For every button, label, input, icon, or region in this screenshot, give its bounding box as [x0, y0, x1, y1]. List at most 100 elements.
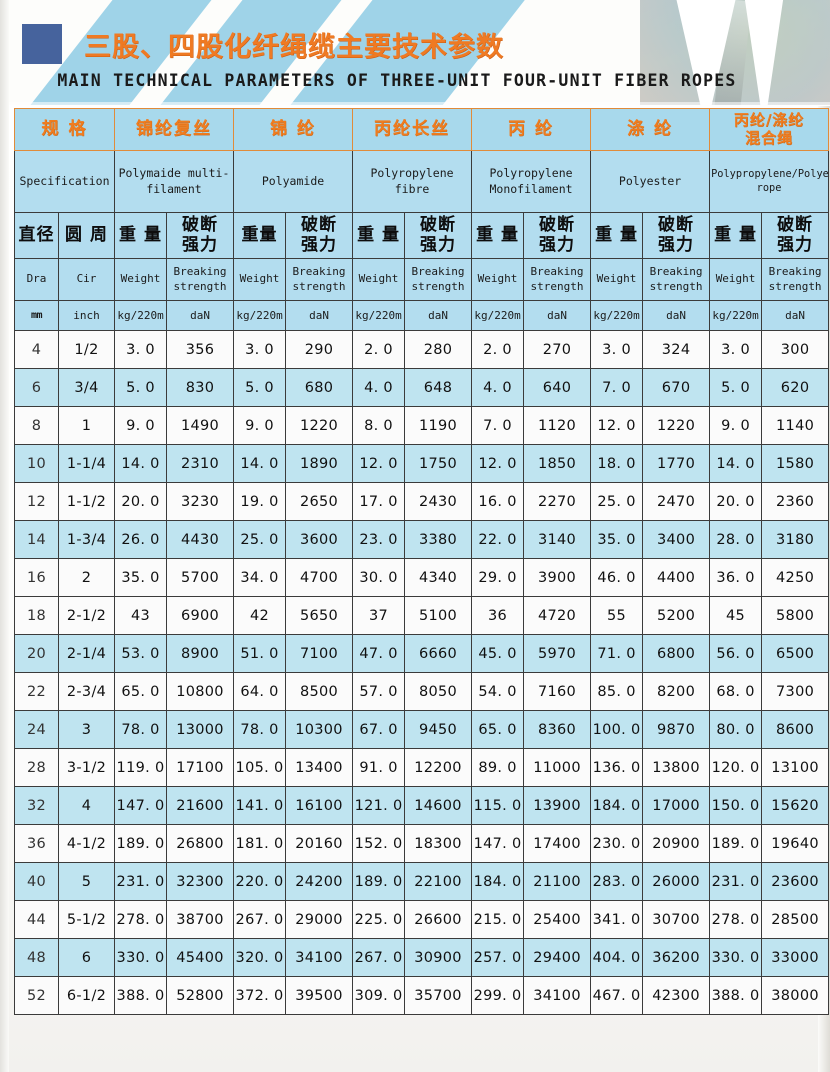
cell-r17-c9: 34100: [523, 976, 592, 1015]
cell-r12-c8: 115. 0: [471, 786, 525, 825]
subheader-en-9: Breaking strength: [523, 258, 592, 301]
category-header-0: 规 格: [13, 108, 116, 151]
cell-r7-c2: 43: [114, 596, 168, 635]
table-row: 18 2-1/2 43 6900 42 5650 37 5100 36 4720 55 5200 45 5…: [14, 596, 830, 635]
cell-r3-c1: 1-1/4: [57, 444, 116, 483]
unit-11: daN: [642, 300, 711, 331]
title-row: 三股、四股化纤绳缆主要技术参数: [0, 24, 830, 64]
cell-r1-c8: 4. 0: [471, 368, 525, 407]
cell-r15-c4: 267. 0: [233, 900, 287, 939]
cell-r3-c3: 2310: [166, 444, 235, 483]
cell-r8-c13: 6500: [761, 634, 830, 673]
cell-r3-c8: 12. 0: [471, 444, 525, 483]
cell-r8-c7: 6660: [404, 634, 473, 673]
cell-r12-c13: 15620: [761, 786, 830, 825]
cell-r1-c6: 4. 0: [352, 368, 406, 407]
cell-r3-c10: 18. 0: [590, 444, 644, 483]
cell-r5-c1: 1-3/4: [57, 520, 116, 559]
material-header-4: Polyropylene Monofilament: [471, 150, 592, 213]
cell-r2-c11: 1220: [642, 406, 711, 445]
cell-r9-c0: 22: [14, 672, 59, 711]
cell-r10-c4: 78. 0: [233, 710, 287, 749]
subheader-en-2: Weight: [114, 258, 168, 301]
cell-r5-c8: 22. 0: [471, 520, 525, 559]
cell-r15-c0: 44: [14, 900, 59, 939]
cell-r10-c8: 65. 0: [471, 710, 525, 749]
subheader-cn-5: 破断 强力: [285, 212, 354, 259]
cell-r5-c7: 3380: [404, 520, 473, 559]
table-units-row: mm inch kg/220m daN kg/220m daN kg/220m daN kg/2…: [14, 300, 830, 331]
table-subheader-cn: 直径圆 周重 量破断 强力 重量 破断 强力重 量破断 强力重 量破断 强力重 量破断 强力重…: [14, 212, 830, 259]
cell-r13-c4: 181. 0: [233, 824, 287, 863]
cell-r11-c0: 28: [14, 748, 59, 787]
unit-13: daN: [761, 300, 830, 331]
cell-r3-c12: 14. 0: [709, 444, 763, 483]
material-header-6: Polypropylene/Polyester/Mixed rope: [709, 150, 830, 213]
cell-r16-c0: 48: [14, 938, 59, 977]
cell-r1-c5: 680: [285, 368, 354, 407]
table-body: 规 格锦纶复丝锦 纶丙纶长丝丙 纶涤 纶丙纶/涤纶 混合绳 Specificatio…: [13, 108, 830, 1015]
cell-r12-c7: 14600: [404, 786, 473, 825]
cell-r8-c0: 20: [14, 634, 59, 673]
cell-r7-c13: 5800: [761, 596, 830, 635]
subheader-cn-10: 重 量: [590, 212, 644, 259]
page-header: 三股、四股化纤绳缆主要技术参数 MAIN TECHNICAL PARAMETER…: [0, 0, 830, 90]
cell-r14-c1: 5: [57, 862, 116, 901]
table-row: 48 6 330. 0 45400 320. 0 34100 267. 0 30900 257.…: [14, 938, 830, 977]
cell-r2-c1: 1: [57, 406, 116, 445]
cell-r8-c11: 6800: [642, 634, 711, 673]
subheader-en-8: Weight: [471, 258, 525, 301]
cell-r16-c3: 45400: [166, 938, 235, 977]
table-header-materials: Specification Polymaide multi-filament Pol…: [13, 150, 830, 213]
cell-r13-c1: 4-1/2: [57, 824, 116, 863]
cell-r14-c12: 231. 0: [709, 862, 763, 901]
material-header-1: Polymaide multi-filament: [114, 150, 235, 213]
cell-r10-c3: 13000: [166, 710, 235, 749]
subheader-en-5: Breaking strength: [285, 258, 354, 301]
cell-r3-c4: 14. 0: [233, 444, 287, 483]
cell-r9-c6: 57. 0: [352, 672, 406, 711]
cell-r0-c9: 270: [523, 330, 592, 369]
subheader-en-7: Breaking strength: [404, 258, 473, 301]
unit-10: kg/220m: [590, 300, 644, 331]
cell-r12-c11: 17000: [642, 786, 711, 825]
cell-r16-c2: 330. 0: [114, 938, 168, 977]
cell-r9-c2: 65. 0: [114, 672, 168, 711]
cell-r7-c3: 6900: [166, 596, 235, 635]
technical-parameters-table: 规 格锦纶复丝锦 纶丙纶长丝丙 纶涤 纶丙纶/涤纶 混合绳 Specificatio…: [13, 108, 830, 1015]
subheader-cn-12: 重 量: [709, 212, 763, 259]
cell-r3-c11: 1770: [642, 444, 711, 483]
subheader-en-6: Weight: [352, 258, 406, 301]
cell-r13-c7: 18300: [404, 824, 473, 863]
cell-r8-c8: 45. 0: [471, 634, 525, 673]
cell-r12-c2: 147. 0: [114, 786, 168, 825]
cell-r10-c6: 67. 0: [352, 710, 406, 749]
cell-r15-c7: 26600: [404, 900, 473, 939]
cell-r13-c10: 230. 0: [590, 824, 644, 863]
cell-r14-c2: 231. 0: [114, 862, 168, 901]
cell-r11-c2: 119. 0: [114, 748, 168, 787]
cell-r7-c5: 5650: [285, 596, 354, 635]
cell-r4-c11: 2470: [642, 482, 711, 521]
cell-r5-c13: 3180: [761, 520, 830, 559]
cell-r3-c7: 1750: [404, 444, 473, 483]
cell-r5-c9: 3140: [523, 520, 592, 559]
cell-r5-c5: 3600: [285, 520, 354, 559]
table-row: 44 5-1/2 278. 0 38700 267. 0 29000 225. 0 26600…: [14, 900, 830, 939]
subheader-en-11: Breaking strength: [642, 258, 711, 301]
cell-r1-c12: 5. 0: [709, 368, 763, 407]
cell-r5-c0: 14: [14, 520, 59, 559]
cell-r4-c12: 20. 0: [709, 482, 763, 521]
cell-r11-c12: 120. 0: [709, 748, 763, 787]
subheader-cn-9: 破断 强力: [523, 212, 592, 259]
cell-r10-c13: 8600: [761, 710, 830, 749]
cell-r4-c0: 12: [14, 482, 59, 521]
cell-r15-c8: 215. 0: [471, 900, 525, 939]
cell-r17-c3: 52800: [166, 976, 235, 1015]
cell-r10-c12: 80. 0: [709, 710, 763, 749]
cell-r5-c6: 23. 0: [352, 520, 406, 559]
cell-r4-c9: 2270: [523, 482, 592, 521]
cell-r11-c8: 89. 0: [471, 748, 525, 787]
cell-r14-c13: 23600: [761, 862, 830, 901]
